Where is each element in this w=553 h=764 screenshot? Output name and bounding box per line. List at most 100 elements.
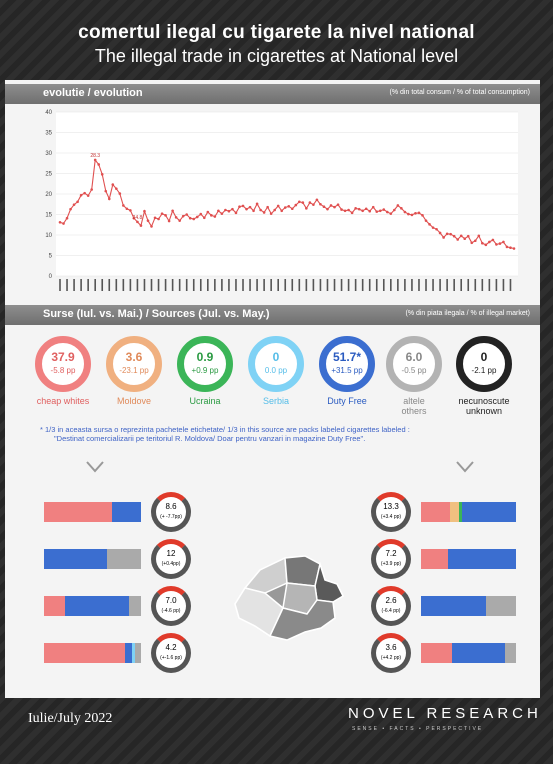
source-circle: 0 0.0 pp	[248, 336, 304, 392]
data-point	[93, 158, 97, 162]
data-point	[255, 202, 259, 206]
x-tick-mark	[87, 279, 89, 291]
x-tick-mark	[115, 279, 118, 291]
region-bar-segment	[452, 643, 505, 663]
data-point	[72, 203, 76, 206]
x-tick-mark	[446, 279, 448, 291]
data-point	[245, 207, 248, 211]
data-point	[210, 214, 213, 217]
data-point	[445, 232, 449, 236]
x-tick-mark	[228, 279, 230, 291]
data-point	[329, 204, 333, 207]
data-point	[312, 203, 315, 206]
x-tick-mark	[474, 279, 477, 291]
source-value: 37.9	[51, 350, 75, 364]
source-circle: 3.6 -23.1 pp	[106, 336, 162, 392]
data-point	[502, 240, 505, 244]
source-label: Moldove	[116, 396, 152, 406]
region-delta: (-6.4 pp)	[381, 608, 401, 614]
data-point	[456, 238, 459, 241]
data-point	[393, 208, 396, 212]
data-point	[164, 214, 167, 217]
data-point	[65, 216, 69, 220]
source-delta: +0.9 pp	[191, 366, 219, 375]
data-point	[322, 205, 326, 209]
data-point	[76, 200, 79, 204]
x-tick-mark	[185, 279, 188, 291]
region-bar-segment	[129, 596, 141, 616]
data-point	[259, 208, 262, 212]
source-value: 0.9	[196, 350, 214, 364]
data-point	[107, 197, 111, 201]
data-point	[354, 207, 357, 210]
region-ring: 7.2 (+3.9 pp)	[371, 539, 411, 579]
x-tick-mark	[312, 279, 315, 291]
region-value: 7.0	[165, 596, 177, 605]
data-point	[403, 210, 407, 214]
data-point	[185, 213, 188, 216]
x-tick-mark	[101, 279, 104, 291]
region-delta: (-4.6 pp)	[161, 608, 181, 614]
region-ring: 13.3 (+3.4 pp)	[371, 492, 411, 532]
y-tick-label: 25	[45, 172, 52, 178]
data-point	[118, 192, 122, 195]
report-date: Iulie/July 2022	[28, 711, 113, 726]
y-tick-label: 15	[45, 213, 52, 219]
data-point	[308, 201, 312, 204]
x-tick-mark	[73, 279, 75, 291]
data-point	[287, 205, 291, 208]
x-tick-mark	[157, 279, 160, 291]
x-tick-mark	[207, 279, 209, 291]
data-point	[181, 214, 185, 218]
region-value: 3.6	[385, 643, 397, 652]
y-tick-label: 40	[45, 110, 52, 116]
region-value: 7.2	[385, 549, 397, 558]
data-point	[319, 202, 322, 206]
x-tick-mark	[59, 279, 61, 291]
data-point	[115, 187, 118, 190]
region-ring: 4.2 (+-1.6 pp)	[151, 633, 191, 673]
data-point	[248, 205, 252, 209]
data-point	[333, 205, 336, 209]
data-point	[213, 215, 217, 218]
data-point	[414, 211, 417, 215]
region-bar-segment	[459, 502, 462, 522]
data-point	[224, 208, 227, 212]
region-bar-segment	[421, 643, 453, 663]
x-tick-mark	[502, 279, 505, 291]
region-value: 8.6	[165, 502, 177, 511]
data-point	[206, 210, 210, 214]
source-value: 0	[480, 350, 488, 364]
x-tick-mark	[242, 279, 244, 291]
data-point	[262, 211, 266, 214]
data-point	[195, 215, 199, 219]
x-tick-mark	[340, 279, 343, 291]
region-bar-segment	[44, 549, 108, 569]
region-bar-segment	[132, 643, 136, 663]
data-point	[58, 220, 62, 224]
x-tick-mark	[192, 279, 195, 291]
data-point	[231, 207, 234, 211]
data-point	[491, 238, 495, 242]
region-ring: 3.6 (+4.2 pp)	[371, 633, 411, 673]
data-point	[129, 209, 132, 212]
x-tick-mark	[354, 279, 357, 291]
x-tick-mark	[488, 279, 491, 291]
data-point	[83, 191, 86, 195]
x-tick-mark	[460, 279, 463, 291]
source-delta: +31.5 pp	[331, 366, 363, 375]
title-ro: comertul ilegal cu tigarete la nivel nat…	[78, 22, 475, 43]
data-point	[283, 206, 287, 209]
data-point	[435, 227, 438, 231]
data-point	[421, 214, 424, 217]
source-delta: -0.5 pp	[401, 366, 427, 375]
x-tick-mark	[439, 279, 441, 291]
x-tick-mark	[164, 279, 167, 291]
data-point	[459, 234, 463, 238]
x-tick-mark	[108, 279, 111, 291]
data-point	[153, 216, 157, 220]
x-tick-mark	[214, 279, 216, 291]
data-point	[449, 232, 452, 236]
region-value: 2.6	[385, 596, 397, 605]
x-tick-mark	[326, 279, 329, 291]
